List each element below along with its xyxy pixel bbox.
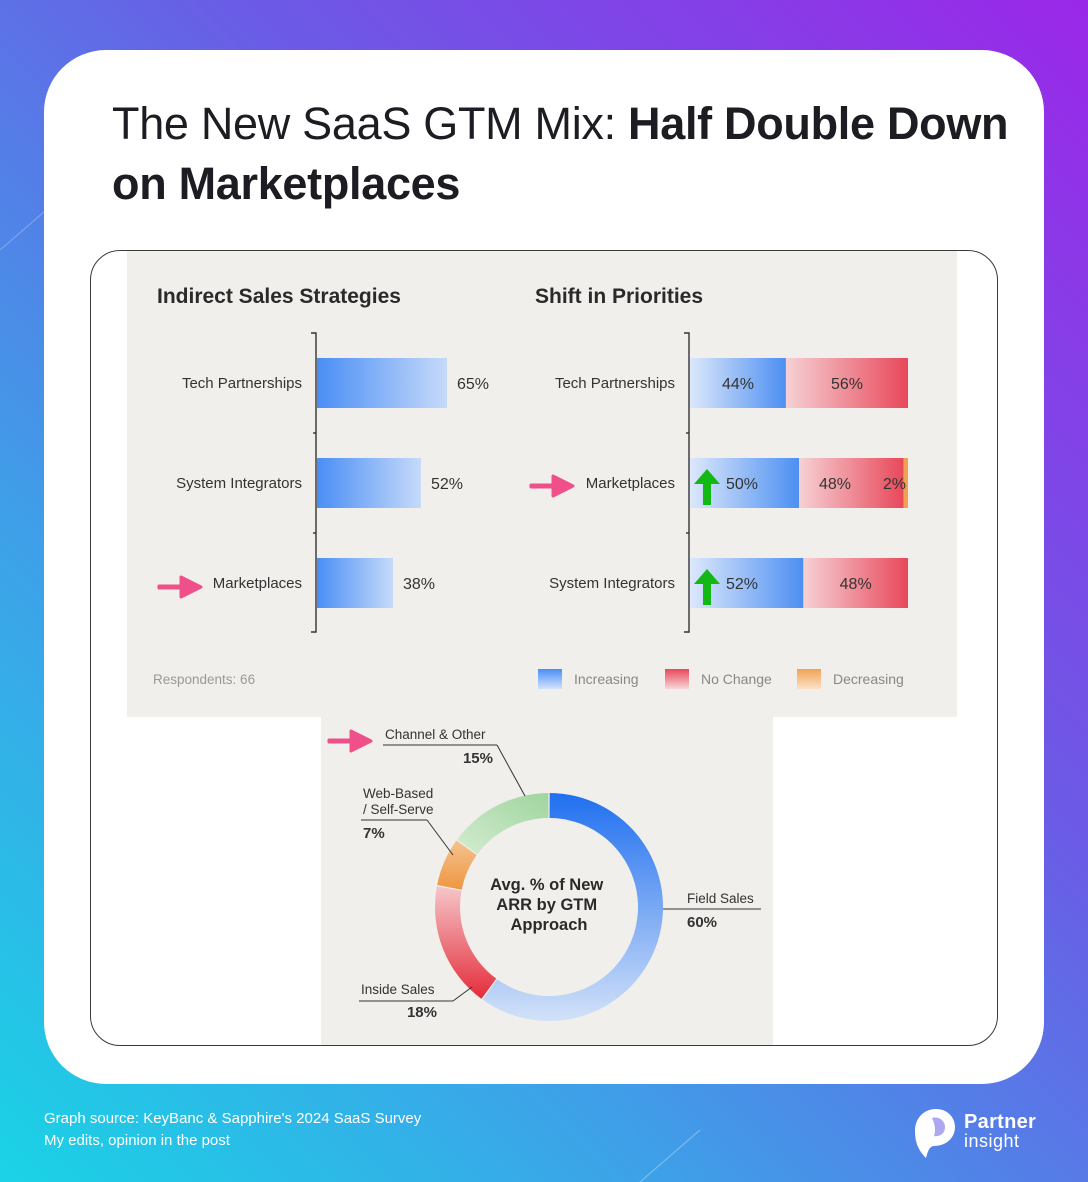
title-regular: The New SaaS GTM Mix: [112,98,629,149]
donut-chart-background [321,717,773,1045]
right-category-label: System Integrators [549,575,675,592]
callout-channel-leader [496,744,526,797]
left-category-label: Marketplaces [213,575,302,592]
stack-label-decreasing: 2% [883,476,906,493]
stack-label-increasing: 50% [726,476,758,493]
up-arrow-icon [694,569,720,605]
stack-label-no-change: 56% [831,376,863,393]
stack-seg-no-change-system-integrators [803,558,908,608]
stack-label-no-change: 48% [819,476,851,493]
highlight-arrow-icon [327,729,373,753]
bar-marketplaces [317,558,393,608]
callout-web-label: Web-Based / Self-Serve [363,786,437,817]
brand-name: Partner [964,1111,1037,1133]
stack-label-increasing: 44% [722,376,754,393]
title-bold: Half Double Down on Marketplaces [112,98,1009,209]
stack-label-increasing: 52% [726,576,758,593]
legend-swatch-decreasing [797,669,821,689]
legend-label-no-change: No Change [701,671,772,687]
left-category-label: Tech Partnerships [182,375,302,392]
callout-channel-value: 15% [463,750,493,767]
donut-center-label: Avg. % of New ARR by GTM Approach [490,876,608,934]
right-category-label: Marketplaces [586,475,675,492]
donut-slice-channel-other [457,793,549,855]
page-title: The New SaaS GTM Mix: Half Double Down o… [112,94,1012,214]
right-bars: Tech Partnerships 44% 56% Marketplaces 50% 48… [549,358,908,608]
chart-figure: Indirect Sales Strategies Tech Partnersh… [90,250,998,1046]
callout-web-value: 7% [363,825,385,842]
callout-inside-leader [452,986,473,1002]
donut-slice-web-based-self-serve [437,840,477,890]
donut-slice-field-sales [482,793,663,1022]
right-chart-axis [684,332,690,633]
footer-edits-line: My edits, opinion in the post [44,1132,230,1149]
brand-logo: Partner insight [912,1106,1036,1158]
callout-inside-value: 18% [407,1004,437,1021]
source-footer: Graph source: KeyBanc & Sapphire's 2024 … [44,1108,421,1152]
respondents-note: Respondents: 66 [153,672,255,687]
legend-label-decreasing: Decreasing [833,671,904,687]
bar-value-label: 65% [457,376,489,393]
right-category-label: Tech Partnerships [555,375,675,392]
highlight-arrow-icon [529,474,575,498]
left-category-label: System Integrators [176,475,302,492]
partner-insight-logo-icon [915,1109,955,1158]
footer-source-line: Graph source: KeyBanc & Sapphire's 2024 … [44,1110,422,1127]
stack-seg-no-change-tech-partnerships [785,358,908,408]
callout-web-line2: / Self-Serve [363,802,434,817]
bar-system-integrators [317,458,421,508]
callout-web-leader [426,819,454,856]
bar-value-label: 52% [431,476,463,493]
right-chart-title: Shift in Priorities [535,285,703,308]
legend-label-increasing: Increasing [574,671,639,687]
callout-field-value: 60% [687,914,717,931]
callout-inside-label: Inside Sales [361,982,435,997]
highlight-arrow-icon [157,575,203,599]
brand-sub: insight [964,1131,1020,1151]
stack-label-no-change: 48% [840,576,872,593]
left-bars: Tech Partnerships 65% System Integrators 52… [176,358,489,608]
callout-field-label: Field Sales [687,891,754,906]
left-chart-axis [311,332,317,633]
donut-slice-inside-sales [435,886,497,999]
bar-tech-partnerships [317,358,447,408]
stack-seg-no-change-marketplaces [799,458,904,508]
left-chart-title: Indirect Sales Strategies [157,285,401,308]
content-card: The New SaaS GTM Mix: Half Double Down o… [44,50,1044,1084]
callout-web-line1: Web-Based [363,786,433,801]
bar-value-label: 38% [403,576,435,593]
legend-swatch-increasing [538,669,562,689]
legend-swatch-no-change [665,669,689,689]
up-arrow-icon [694,469,720,505]
stack-seg-increasing-tech-partnerships [690,358,786,408]
stack-seg-decreasing-marketplaces [903,458,908,508]
donut-chart [435,793,663,1022]
callout-channel-label: Channel & Other [385,727,486,742]
charts-svg: Indirect Sales Strategies Tech Partnersh… [153,285,908,1022]
